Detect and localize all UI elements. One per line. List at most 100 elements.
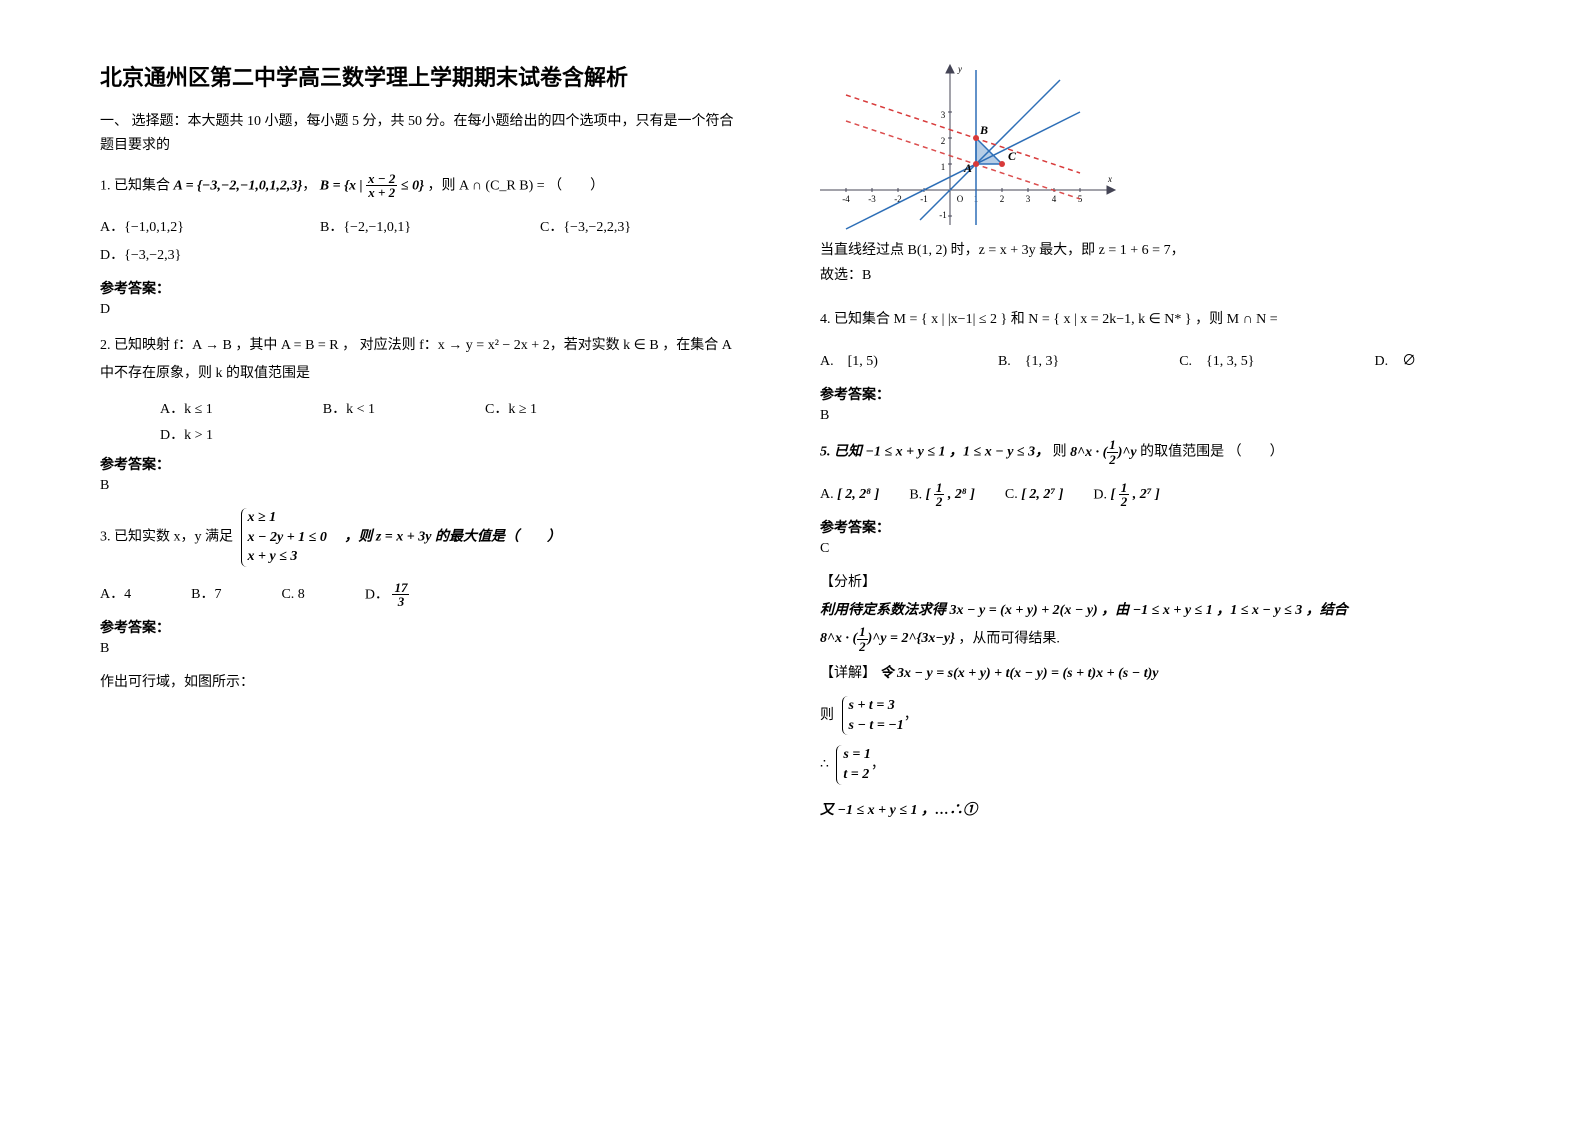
q3-optD-n: 17 xyxy=(392,581,409,596)
q5-optC-pre: C. xyxy=(1005,487,1018,502)
q2-optD: D．k > 1 xyxy=(160,428,213,443)
q3-optD-pre: D． xyxy=(365,587,389,602)
q3-options: A．4 B．7 C. 8 D． 17 3 xyxy=(100,581,740,609)
svg-text:2: 2 xyxy=(1000,194,1005,204)
q3-ans: B xyxy=(100,641,740,657)
q5-ana-half-n: 1 xyxy=(857,625,868,640)
q5-optB-l: [ xyxy=(926,487,931,502)
q3-optC: C. 8 xyxy=(281,581,304,609)
q5-optD-pre: D. xyxy=(1093,487,1107,502)
q1-setB-post: ≤ 0} xyxy=(401,178,424,193)
q5-det3-pre: ∴ xyxy=(820,757,829,772)
q1-frac: x − 2 x + 2 xyxy=(366,172,397,200)
q1-ans: D xyxy=(100,302,740,318)
page-title: 北京通州区第二中学高三数学理上学期期末试卷含解析 xyxy=(100,60,740,92)
q5-half-d: 2 xyxy=(1107,453,1118,467)
q5-optD-d: 2 xyxy=(1119,495,1130,509)
ptB-label: B xyxy=(979,123,988,137)
q3-tail: ，则 z = x + 3y 的最大值是（ ） xyxy=(330,530,561,545)
q3-exp-line2: 故选：B xyxy=(820,263,1460,288)
q5-ana-expr-post: )^y xyxy=(868,631,887,646)
svg-text:4: 4 xyxy=(1052,194,1057,204)
q5-optB-pre: B. xyxy=(909,487,922,502)
q5-ana-expr-pre: 8^x · ( xyxy=(820,631,857,646)
svg-text:-4: -4 xyxy=(842,194,850,204)
q5-expr-pre: 8^x · ( xyxy=(1070,445,1107,460)
q5-stem-a: 5. 已知 −1 ≤ x + y ≤ 1 ，1 ≤ x − y ≤ 3， xyxy=(820,445,1049,460)
q5-optD-r: , 2⁷ ] xyxy=(1133,487,1160,502)
q3-optA: A．4 xyxy=(100,581,131,609)
q3-exp-line1: 当直线经过点 B(1, 2) 时，z = x + 3y 最大，即 z = 1 +… xyxy=(820,238,1460,263)
q1-setA: A = {−3,−2,−1,0,1,2,3} xyxy=(174,178,303,193)
q5-det3: ∴ s = 1 t = 2 ， xyxy=(820,745,1460,784)
q5-analysis-body: 利用待定系数法求得 3x − y = (x + y) + 2(x − y) ，由… xyxy=(820,597,1460,625)
q3-l2: x − 2y + 1 ≤ 0 xyxy=(248,528,327,548)
q5-ana-half-d: 2 xyxy=(857,640,868,654)
q3-optD-frac: 17 3 xyxy=(392,581,409,609)
q5-det1: 令 3x − y = s(x + y) + t(x − y) = (s + t)… xyxy=(880,666,1159,681)
q4-options: A. [1, 5) B. {1, 3} C. {1, 3, 5} D. ∅ xyxy=(820,348,1460,376)
q5-optD-l: [ xyxy=(1111,487,1116,502)
q5-optA: A. [ 2, 2⁸ ] xyxy=(820,481,879,509)
q3-brace: x ≥ 1 x − 2y + 1 ≤ 0 x + y ≤ 3 xyxy=(241,508,327,567)
q5-detail: 【详解】 令 3x − y = s(x + y) + t(x − y) = (s… xyxy=(820,659,1460,690)
q3-explain: 作出可行域，如图所示： xyxy=(100,671,740,691)
q5-expr: 8^x · (12)^y xyxy=(1070,445,1140,460)
q1-frac-n: x − 2 xyxy=(366,172,397,187)
q5-ans-label: 参考答案： xyxy=(820,517,1460,537)
q3-l1: x ≥ 1 xyxy=(248,508,327,528)
q4-ans: B xyxy=(820,408,1460,424)
q5-ans: C xyxy=(820,541,1460,557)
q5-optD-n: 1 xyxy=(1119,481,1130,496)
q5-d2l1: s + t = 3 xyxy=(849,696,904,716)
q5-options: A. [ 2, 2⁸ ] B. [ 12 , 2⁸ ] C. [ 2, 2⁷ ]… xyxy=(820,481,1460,509)
q1-options: A．{−1,0,1,2} B．{−2,−1,0,1} C．{−3,−2,2,3}… xyxy=(100,214,740,270)
q5-ana-expr-line: 8^x · (12)^y = 2^{3x−y} ，从而可得结果. xyxy=(820,625,1460,653)
q1-optD: D．{−3,−2,3} xyxy=(100,242,280,270)
q5-optA-v: [ 2, 2⁸ ] xyxy=(837,487,879,502)
q5-optC: C. [ 2, 2⁷ ] xyxy=(1005,481,1064,509)
question-1: 1. 已知集合 A = {−3,−2,−1,0,1,2,3}， B = {x |… xyxy=(100,172,740,200)
svg-text:-3: -3 xyxy=(868,194,876,204)
q2-ans: B xyxy=(100,478,740,494)
svg-text:1: 1 xyxy=(941,162,946,172)
q1-frac-d: x + 2 xyxy=(366,186,397,200)
q1-stem-pre: 1. 已知集合 xyxy=(100,178,170,193)
x-axis-label: x xyxy=(1107,174,1112,184)
q5-d3l1: s = 1 xyxy=(843,745,870,765)
y-axis-label: y xyxy=(957,64,962,74)
q5-stem-c: 的取值范围是 （ ） xyxy=(1140,445,1284,460)
q5-det2-pre: 则 xyxy=(820,708,834,723)
q5-optD: D. [ 12 , 2⁷ ] xyxy=(1093,481,1159,509)
q4-ans-label: 参考答案： xyxy=(820,384,1460,404)
q1-tail: ，则 A ∩ (C_R B) = （ ） xyxy=(427,178,604,193)
q5-stem-b: 则 xyxy=(1053,445,1067,460)
question-3: 3. 已知实数 x，y 满足 x ≥ 1 x − 2y + 1 ≤ 0 x + … xyxy=(100,508,740,567)
q2-ans-label: 参考答案： xyxy=(100,454,740,474)
q4-optB: B. {1, 3} xyxy=(998,348,1059,376)
q5-half-n: 1 xyxy=(1107,438,1118,453)
q5-optC-v: [ 2, 2⁷ ] xyxy=(1021,487,1063,502)
feasible-region-graph: -4-3-2-1 12345 123 -1 O x y xyxy=(820,60,1460,230)
q1-optA: A．{−1,0,1,2} xyxy=(100,214,280,242)
ptC-label: C xyxy=(1008,149,1017,163)
q5-det2: 则 s + t = 3 s − t = −1 ， xyxy=(820,696,1460,735)
section-heading: 一、 选择题：本大题共 10 小题，每小题 5 分，共 50 分。在每小题给出的… xyxy=(100,110,740,158)
q3-l3: x + y ≤ 3 xyxy=(248,547,327,567)
q5-analysis-label: 【分析】 xyxy=(820,571,1460,591)
q5-d3l2: t = 2 xyxy=(843,765,870,785)
origin-label: O xyxy=(957,194,964,204)
q4-optD: D. ∅ xyxy=(1375,348,1417,376)
q5-optB-r: , 2⁸ ] xyxy=(948,487,975,502)
question-4: 4. 已知集合 M = { x | |x−1| ≤ 2 } 和 N = { x … xyxy=(820,306,1460,334)
q2-optB: B．k < 1 xyxy=(323,398,375,418)
q5-optB: B. [ 12 , 2⁸ ] xyxy=(909,481,975,509)
question-5: 5. 已知 −1 ≤ x + y ≤ 1 ，1 ≤ x − y ≤ 3， 则 8… xyxy=(820,438,1460,466)
ptA-label: A xyxy=(963,161,972,175)
q5-ana-expr: = 2^{3x−y} xyxy=(890,631,955,646)
q5-det-label: 【详解】 xyxy=(820,666,876,681)
q2-optC: C．k ≥ 1 xyxy=(485,398,537,418)
q3-optD: D． 17 3 xyxy=(365,581,410,609)
svg-text:-1: -1 xyxy=(920,194,928,204)
q3-optB: B．7 xyxy=(191,581,221,609)
